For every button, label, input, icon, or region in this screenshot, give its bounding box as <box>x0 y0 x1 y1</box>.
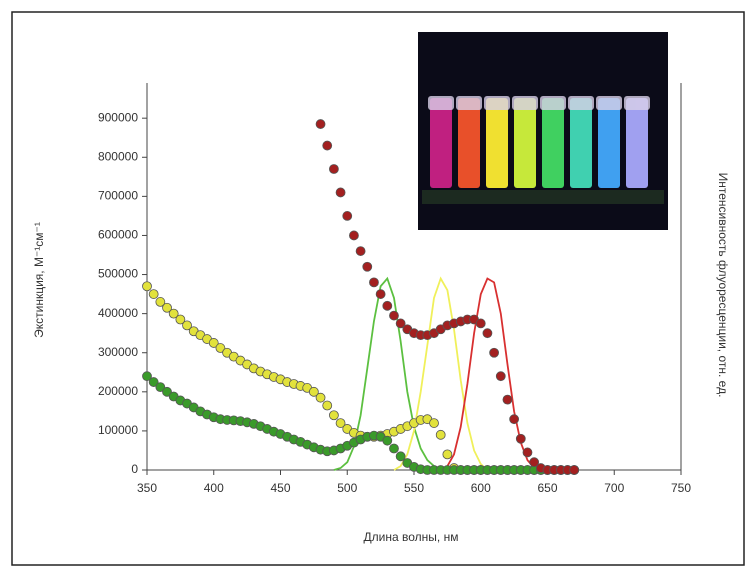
absorption-point <box>155 382 166 393</box>
emission-line <box>393 276 488 471</box>
x-tick-label: 750 <box>671 481 691 495</box>
absorption-point <box>182 320 192 331</box>
x-tick-label: 350 <box>137 481 157 495</box>
x-tick-label: 400 <box>204 481 224 495</box>
absorption-point <box>355 246 366 256</box>
y-tick-label: 600000 <box>98 228 138 242</box>
x-tick-label: 700 <box>604 481 624 495</box>
absorption-point <box>475 318 486 329</box>
absorption-point <box>175 314 186 325</box>
y-tick-label: 200000 <box>98 384 138 398</box>
absorption-point <box>442 449 453 460</box>
x-axis-label: Длина волны, нм <box>364 530 459 544</box>
absorption-point <box>362 261 373 272</box>
x-tick-label: 450 <box>270 481 290 495</box>
absorption-point <box>369 277 379 288</box>
absorption-point <box>335 187 346 198</box>
absorption-point <box>142 281 152 292</box>
absorption-point <box>349 230 359 241</box>
absorption-point <box>342 211 353 221</box>
absorption-point <box>389 310 399 321</box>
absorption-point <box>509 414 520 425</box>
absorption-point <box>502 394 513 405</box>
absorption-point <box>168 308 179 319</box>
absorption-point <box>515 433 526 444</box>
absorption-point <box>322 140 333 151</box>
absorption-point <box>522 447 533 458</box>
y-tick-label: 0 <box>131 462 138 476</box>
y-tick-label: 800000 <box>98 149 138 163</box>
absorption-point <box>495 371 506 382</box>
absorption-point <box>315 392 326 403</box>
absorption-point <box>155 297 166 307</box>
x-tick-label: 550 <box>404 481 424 495</box>
absorption-point <box>148 289 159 299</box>
y-tick-label: 100000 <box>98 423 138 437</box>
absorption-point <box>375 289 386 299</box>
absorption-point <box>328 410 339 421</box>
absorption-point <box>395 318 406 329</box>
absorption-point <box>315 119 326 129</box>
x-tick-label: 500 <box>337 481 357 495</box>
y-tick-label: 400000 <box>98 306 138 320</box>
absorption-point <box>162 302 172 313</box>
x-tick-label: 600 <box>471 481 491 495</box>
y-axis-label: Экстинкция, М⁻¹см⁻¹ <box>32 222 46 338</box>
x-tick-label: 650 <box>537 481 557 495</box>
y2-axis-label: Интенсивность флуоресценции, отн. ед. <box>716 173 730 398</box>
absorption-point <box>208 338 219 348</box>
absorption-point <box>142 371 152 382</box>
y-tick-label: 700000 <box>98 189 138 203</box>
absorption-point <box>328 164 339 174</box>
absorption-point <box>335 418 346 428</box>
absorption-point <box>322 400 333 411</box>
absorption-point <box>569 465 580 475</box>
absorption-point <box>395 451 406 462</box>
absorption-point <box>529 457 540 468</box>
y-tick-label: 300000 <box>98 345 138 359</box>
absorption-point <box>148 377 159 387</box>
y-tick-label: 500000 <box>98 267 138 281</box>
absorption-point <box>162 386 172 397</box>
absorption-point <box>435 429 446 440</box>
absorption-point <box>389 443 399 454</box>
absorption-point <box>308 386 319 397</box>
absorption-point <box>489 347 500 358</box>
inset-photo <box>418 32 668 230</box>
absorption-point <box>382 435 393 446</box>
absorption-point <box>382 300 393 311</box>
absorption-point <box>429 418 439 428</box>
emission-line <box>333 276 448 471</box>
absorption-point <box>215 343 226 353</box>
y-tick-label: 900000 <box>98 110 138 124</box>
absorption-point <box>482 328 493 339</box>
